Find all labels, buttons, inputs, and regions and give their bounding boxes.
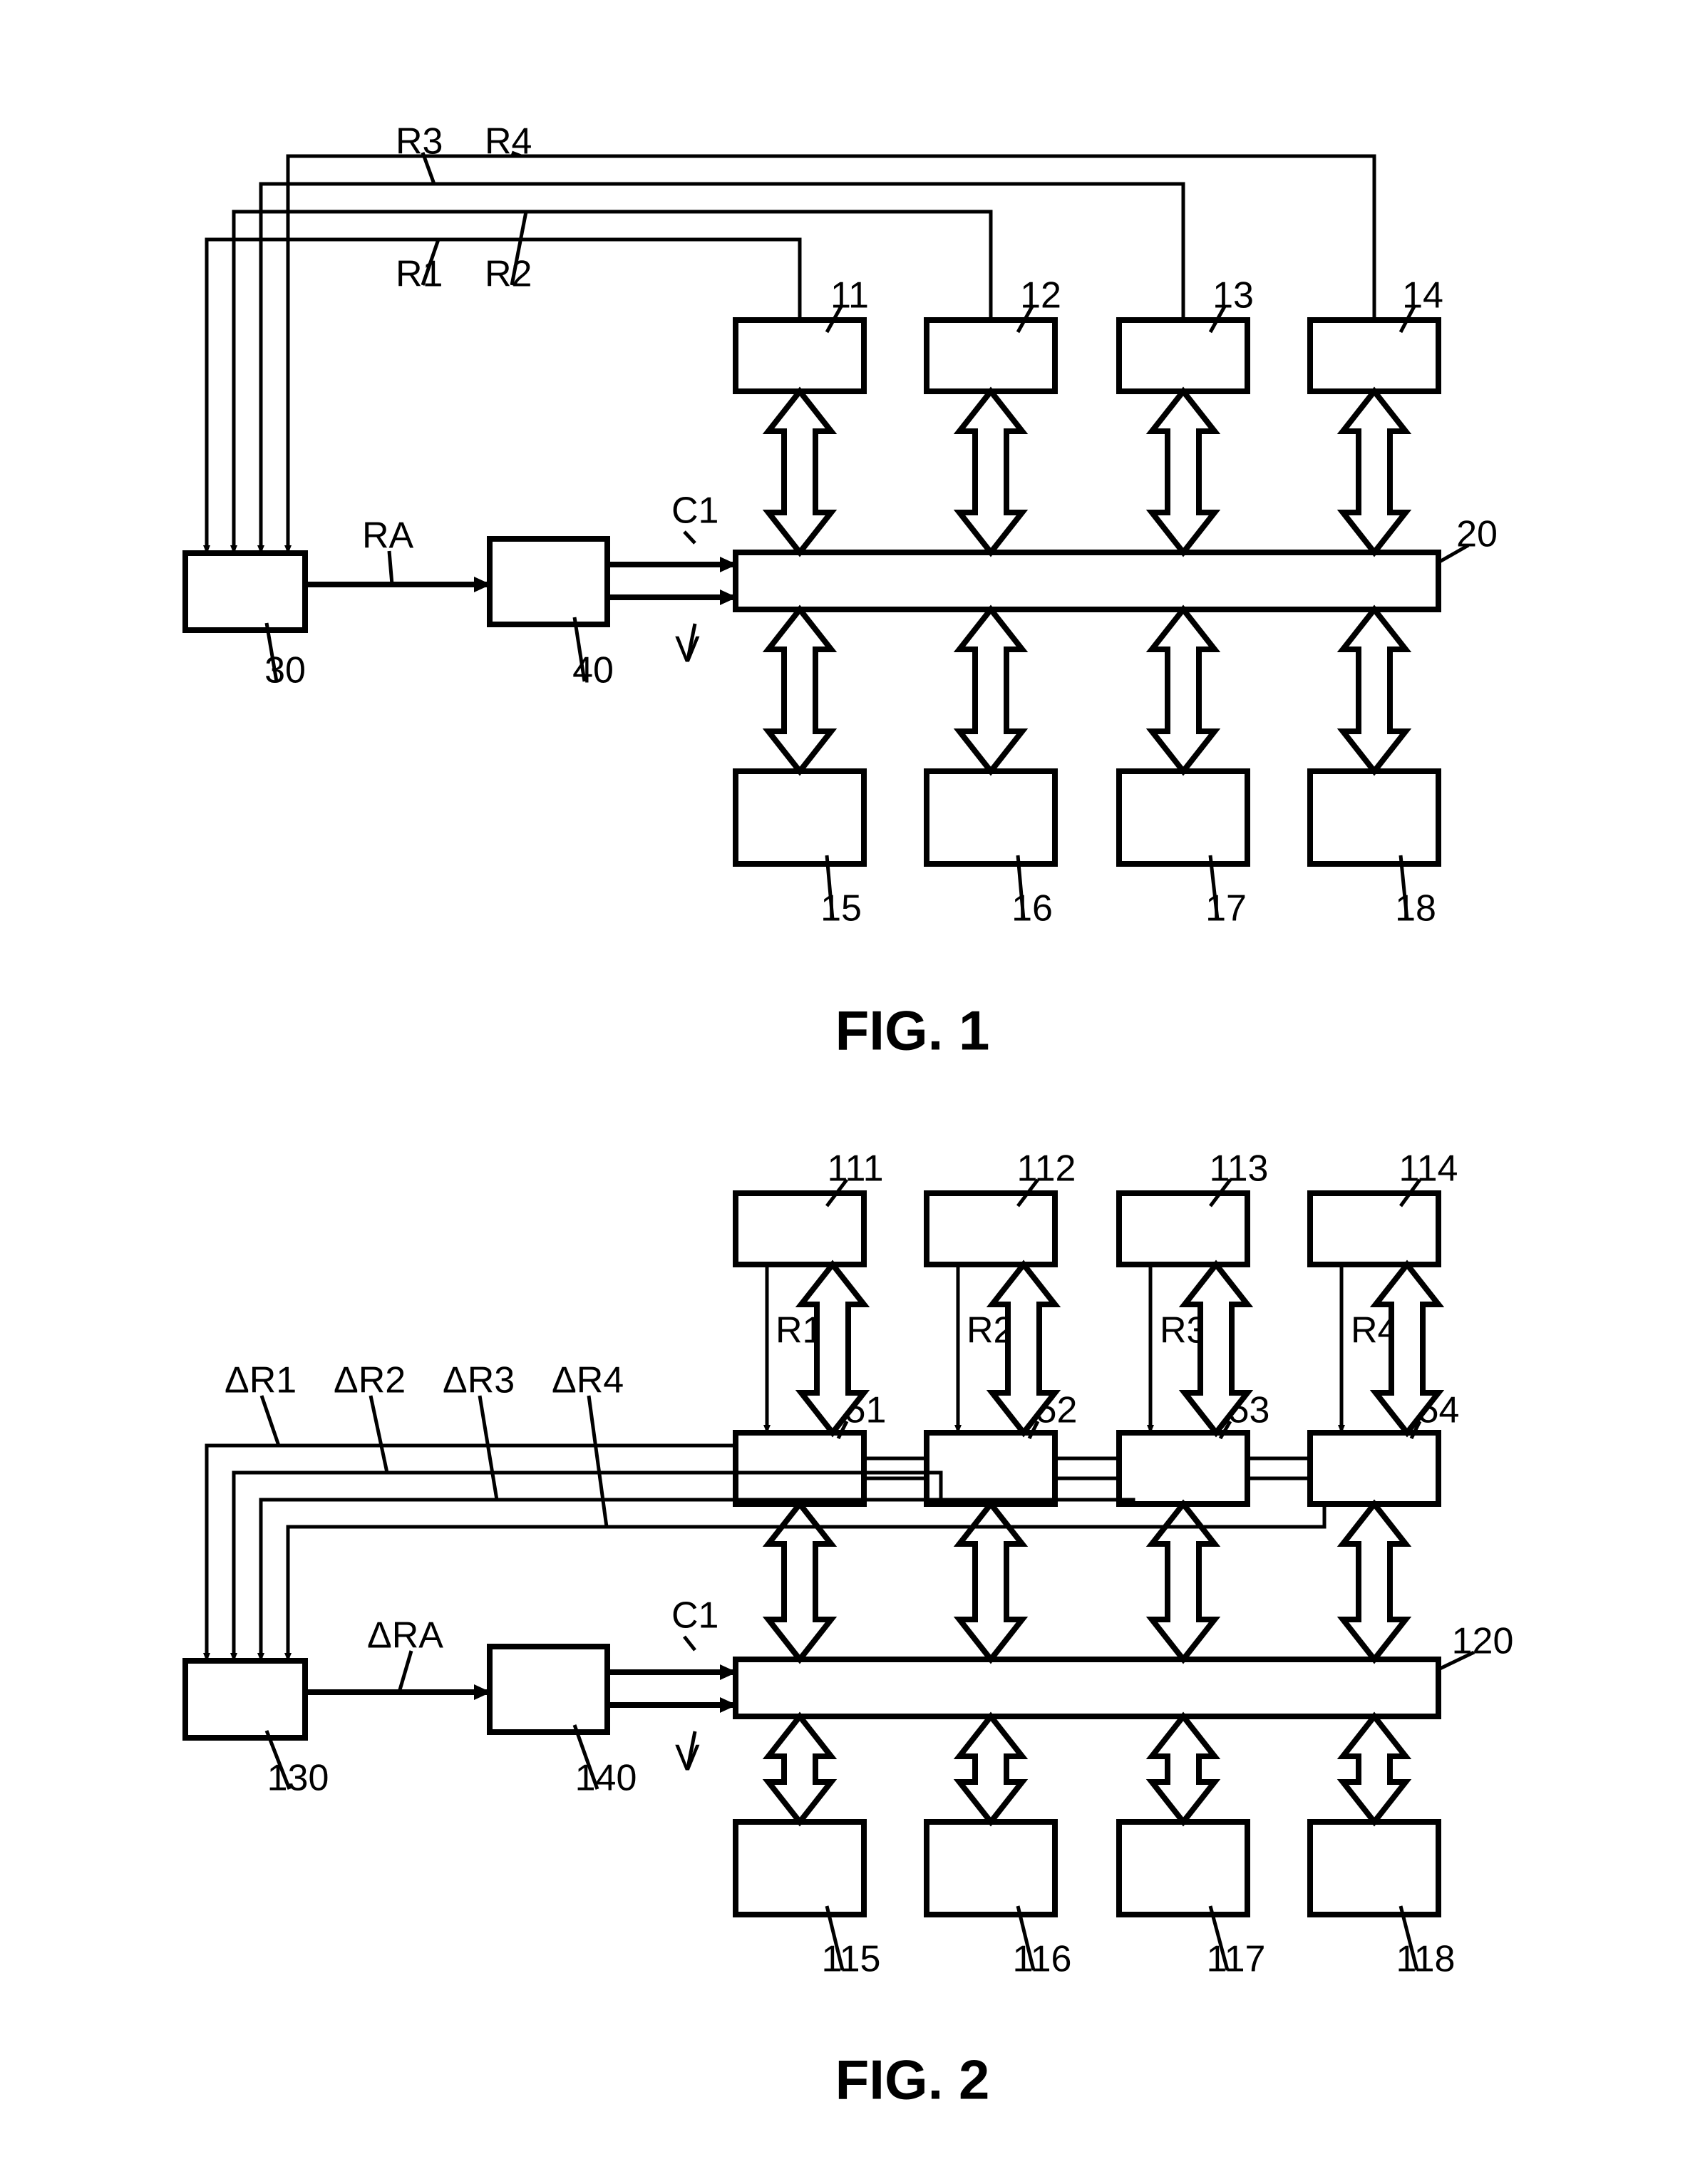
svg-text:40: 40: [572, 650, 614, 691]
svg-text:ΔR2: ΔR2: [334, 1360, 406, 1401]
svg-text:117: 117: [1207, 1939, 1266, 1980]
svg-text:118: 118: [1396, 1939, 1456, 1980]
svg-text:ΔR1: ΔR1: [225, 1360, 297, 1401]
svg-text:14: 14: [1402, 275, 1443, 316]
svg-text:RA: RA: [362, 515, 414, 557]
diagram-svg: 2011121314151617183040R1R2R3R4RAC1VFIG. …: [0, 0, 1705, 2184]
svg-text:C1: C1: [671, 1595, 718, 1637]
svg-text:ΔR3: ΔR3: [443, 1360, 515, 1401]
svg-text:V: V: [675, 629, 700, 671]
svg-text:FIG. 2: FIG. 2: [835, 2049, 990, 2111]
svg-text:V: V: [675, 1738, 700, 1779]
svg-text:140: 140: [575, 1758, 637, 1799]
svg-text:ΔR4: ΔR4: [552, 1360, 624, 1401]
svg-text:113: 113: [1210, 1148, 1269, 1190]
svg-text:16: 16: [1011, 888, 1053, 929]
svg-text:FIG. 1: FIG. 1: [835, 999, 990, 1062]
svg-text:12: 12: [1020, 275, 1061, 316]
svg-text:130: 130: [267, 1758, 329, 1799]
svg-text:15: 15: [820, 888, 862, 929]
svg-text:120: 120: [1452, 1621, 1514, 1662]
diagram-root: 2011121314151617183040R1R2R3R4RAC1VFIG. …: [0, 0, 1705, 2184]
svg-text:11: 11: [830, 275, 869, 316]
svg-text:ΔRA: ΔRA: [367, 1615, 443, 1657]
svg-text:114: 114: [1399, 1148, 1458, 1190]
svg-text:17: 17: [1205, 888, 1247, 929]
svg-text:R2: R2: [485, 254, 532, 295]
svg-text:13: 13: [1212, 275, 1254, 316]
svg-text:111: 111: [827, 1148, 883, 1190]
svg-text:18: 18: [1395, 888, 1436, 929]
svg-text:R4: R4: [485, 121, 532, 163]
svg-text:C1: C1: [671, 490, 718, 532]
svg-text:112: 112: [1017, 1148, 1076, 1190]
svg-text:116: 116: [1013, 1939, 1072, 1980]
svg-text:R1: R1: [396, 254, 443, 295]
svg-text:115: 115: [822, 1939, 881, 1980]
